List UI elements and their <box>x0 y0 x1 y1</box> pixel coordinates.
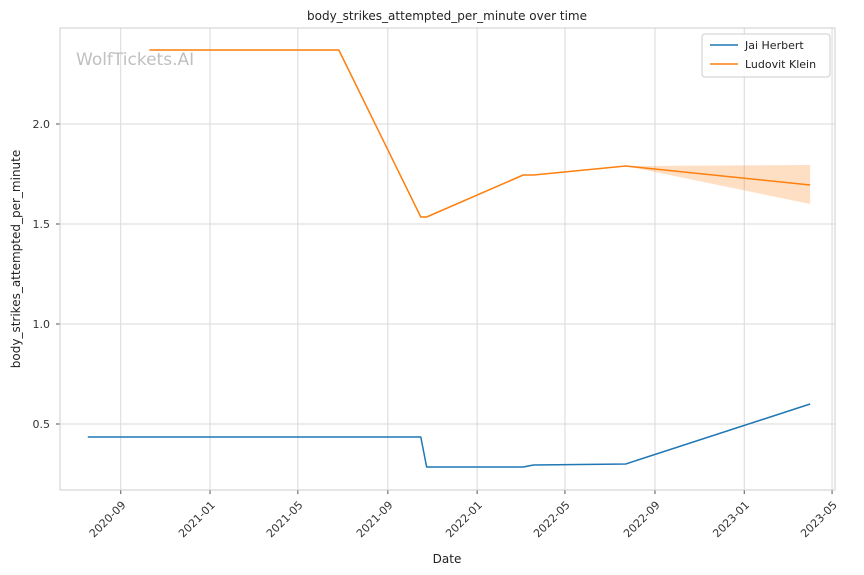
y-tick-label: 1.5 <box>33 218 51 231</box>
y-axis-label: body_strikes_attempted_per_minute <box>9 150 23 368</box>
series-line-jai-herbert <box>87 403 811 468</box>
x-tick-label: 2022-09 <box>621 499 663 541</box>
x-ticks: 2020-09 2021-01 2021-05 2021-09 2022-01 2022-… <box>87 490 840 540</box>
series-line-ludovit-klein <box>149 49 811 218</box>
y-tick-label: 0.5 <box>33 418 51 431</box>
watermark-text: WolfTickets.AI <box>76 50 194 70</box>
band-ludovit-klein <box>625 165 811 204</box>
legend: Jai Herbert Ludovit Klein <box>701 33 831 78</box>
x-tick-label: 2023-05 <box>798 499 840 541</box>
y-ticks: 0.5 1.0 1.5 2.0 <box>33 118 60 431</box>
x-tick-label: 2023-01 <box>710 499 752 541</box>
x-tick-label: 2021-01 <box>176 499 218 541</box>
grid <box>60 28 835 490</box>
x-axis-label: Date <box>433 552 462 566</box>
x-tick-label: 2021-09 <box>354 499 396 541</box>
legend-label-ludovit-klein: Ludovit Klein <box>745 58 816 71</box>
chart-title: body_strikes_attempted_per_minute over t… <box>307 9 587 23</box>
confidence-bands <box>625 165 811 204</box>
y-tick-label: 1.0 <box>33 318 51 331</box>
x-tick-label: 2020-09 <box>87 499 129 541</box>
series-lines <box>87 49 811 468</box>
x-tick-label: 2022-05 <box>531 499 573 541</box>
legend-label-jai-herbert: Jai Herbert <box>744 39 804 52</box>
plot-area <box>60 28 835 490</box>
plot-frame <box>59 27 836 491</box>
x-tick-label: 2022-01 <box>443 499 485 541</box>
x-tick-label: 2021-05 <box>264 499 306 541</box>
y-tick-label: 2.0 <box>33 118 51 131</box>
